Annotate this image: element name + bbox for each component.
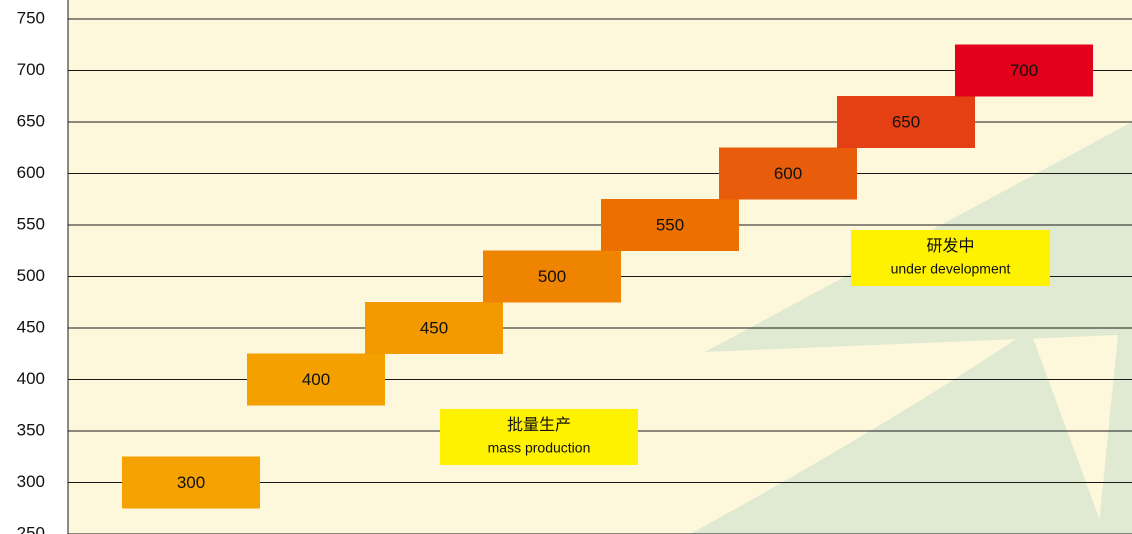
bar (247, 353, 385, 406)
y-tick-label: 250 (17, 523, 45, 534)
annotation-box (440, 409, 638, 465)
y-tick-label: 700 (17, 60, 45, 79)
bar (955, 44, 1093, 97)
data-label: 500 (538, 267, 566, 286)
data-label: 300 (177, 473, 205, 492)
annotation-subtitle: under development (891, 261, 1011, 277)
bar (365, 302, 503, 354)
y-tick-label: 450 (17, 317, 45, 336)
y-tick-label: 300 (17, 472, 45, 491)
data-label: 600 (774, 164, 802, 183)
bar (601, 199, 739, 251)
data-label: 550 (656, 215, 684, 234)
bar (719, 147, 857, 200)
bar (837, 96, 975, 148)
annotation-box (851, 230, 1050, 286)
annotation-title: 批量生产 (507, 416, 571, 434)
data-label: 450 (420, 318, 448, 337)
y-tick-label: 750 (17, 8, 45, 27)
data-label: 700 (1010, 61, 1038, 80)
y-tick-label: 650 (17, 111, 45, 130)
y-tick-label: 400 (17, 369, 45, 388)
bar (483, 250, 621, 303)
y-tick-label: 600 (17, 163, 45, 182)
annotation-title: 研发中 (926, 237, 974, 255)
bar (122, 456, 260, 509)
y-tick-label: 500 (17, 266, 45, 285)
data-label: 650 (892, 112, 920, 131)
data-label: 400 (302, 370, 330, 389)
annotation-subtitle: mass production (488, 440, 591, 456)
y-tick-label: 350 (17, 420, 45, 439)
y-tick-label: 550 (17, 214, 45, 233)
